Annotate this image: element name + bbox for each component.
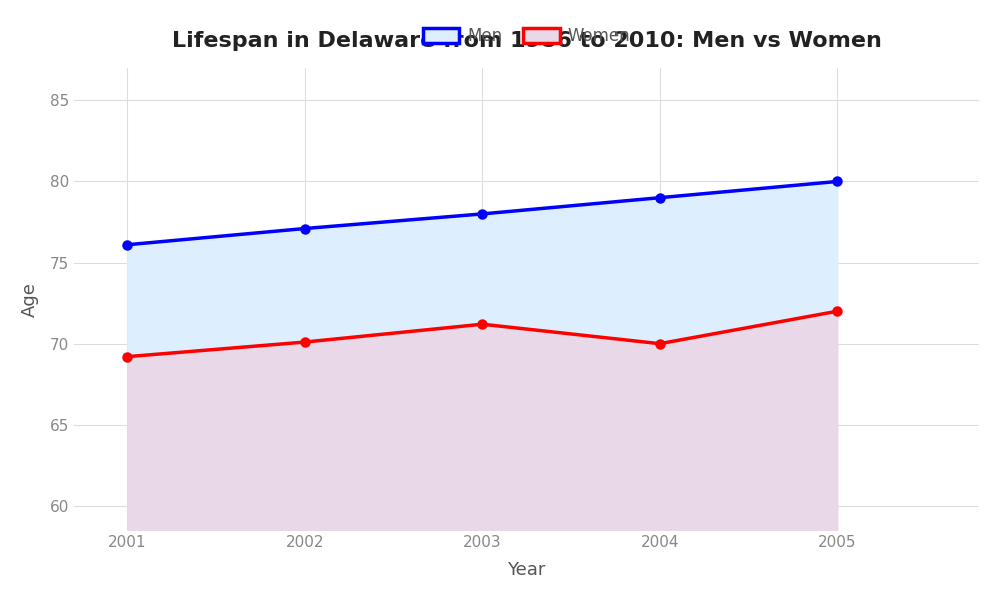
Y-axis label: Age: Age [21,281,39,317]
X-axis label: Year: Year [507,561,546,579]
Title: Lifespan in Delaware from 1986 to 2010: Men vs Women: Lifespan in Delaware from 1986 to 2010: … [172,31,882,51]
Legend: Men, Women: Men, Women [416,21,637,52]
